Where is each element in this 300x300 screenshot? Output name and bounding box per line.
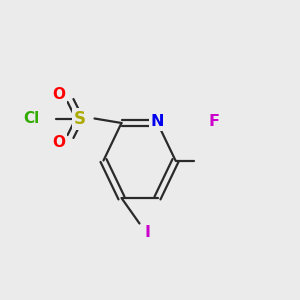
Text: O: O <box>52 135 65 150</box>
Text: Cl: Cl <box>23 111 39 126</box>
Text: S: S <box>74 110 86 128</box>
Text: I: I <box>144 225 150 240</box>
Text: F: F <box>208 114 220 129</box>
Text: N: N <box>151 114 164 129</box>
Text: O: O <box>52 87 65 102</box>
